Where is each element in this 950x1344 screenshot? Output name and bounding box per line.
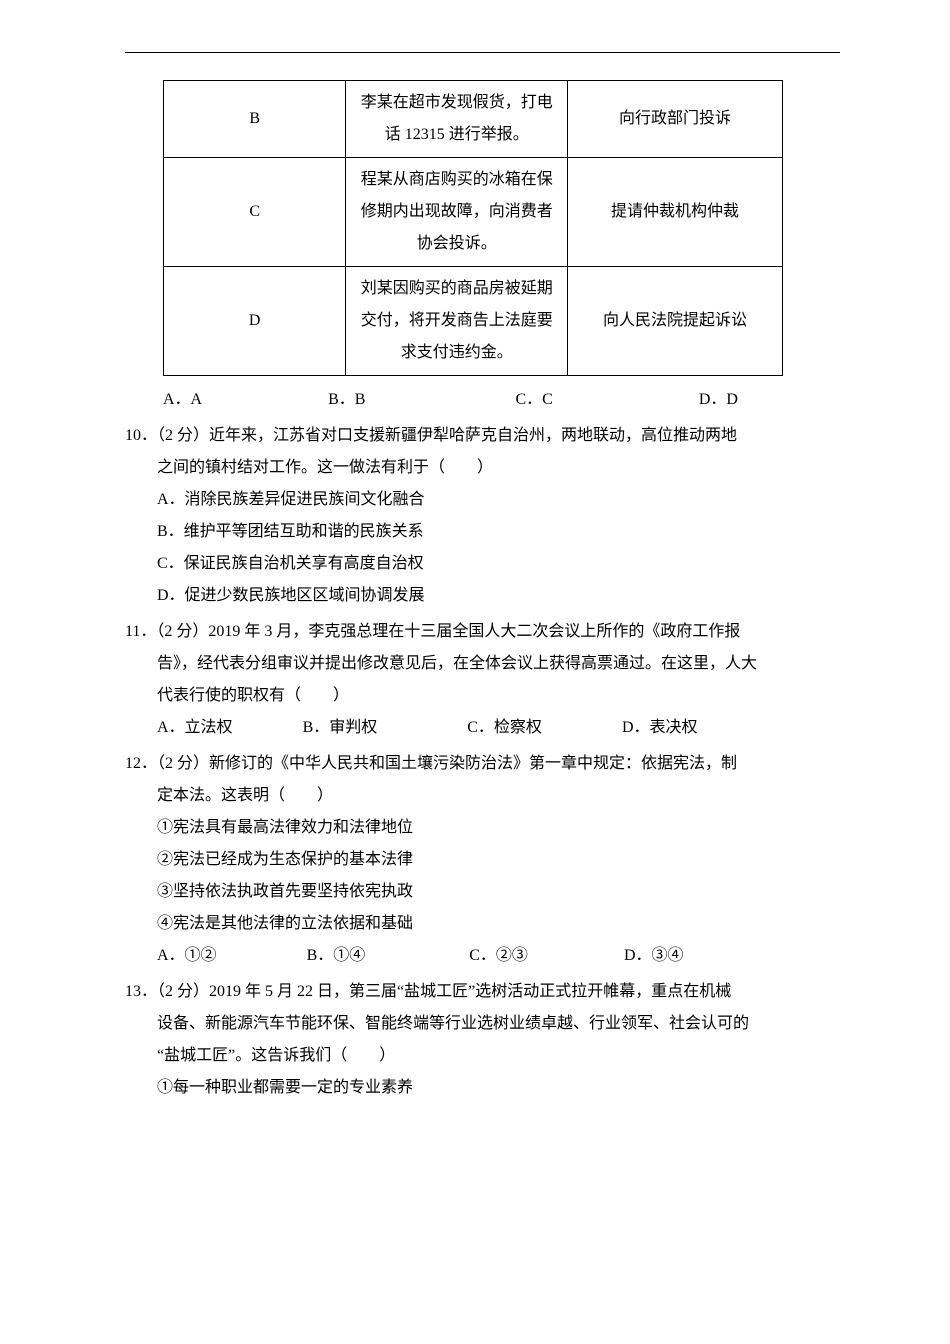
scenario-line: 话 12315 进行举报。 — [350, 119, 563, 151]
question-12: 12．（2 分）新修订的《中华人民共和国土壤污染防治法》第一章中规定：依据宪法，… — [125, 748, 840, 972]
stem-continuation: “盐城工匠”。这告诉我们（ ） — [125, 1040, 840, 1072]
scenario-line: 李某在超市发现假货，打电 — [350, 87, 563, 119]
question-stem: 11．（2 分）2019 年 3 月，李克强总理在十三届全国人大二次会议上所作的… — [125, 616, 840, 648]
question-stem: 10．（2 分）近年来，江苏省对口支援新疆伊犁哈萨克自治州，两地联动，高位推动两… — [125, 420, 840, 452]
option-c: C．检察权 — [467, 712, 542, 744]
question-13: 13．（2 分）2019 年 5 月 22 日，第三届“盐城工匠”选树活动正式拉… — [125, 976, 840, 1104]
cell-method: 向人民法院提起诉讼 — [568, 267, 783, 376]
scenario-line: 修期内出现故障，向消费者 — [350, 196, 563, 228]
question-stem: 12．（2 分）新修订的《中华人民共和国土壤污染防治法》第一章中规定：依据宪法，… — [125, 748, 840, 780]
cell-scenario: 李某在超市发现假货，打电 话 12315 进行举报。 — [346, 81, 568, 158]
option-d: D．③④ — [624, 940, 684, 972]
scenario-line: 刘某因购买的商品房被延期 — [350, 273, 563, 305]
question-number: 12． — [125, 755, 157, 772]
question-number: 11． — [125, 623, 156, 640]
page: B 李某在超市发现假货，打电 话 12315 进行举报。 向行政部门投诉 C 程… — [0, 0, 950, 1344]
option-a: A．消除民族差异促进民族间文化融合 — [125, 484, 840, 516]
option-a: A．A — [163, 384, 202, 416]
stem-continuation: 告》，经代表分组审议并提出修改意见后，在全体会议上获得高票通过。在这里，人大 — [125, 648, 840, 680]
option-b: B．维护平等团结互助和谐的民族关系 — [125, 516, 840, 548]
question-number: 10． — [125, 427, 157, 444]
stem-continuation: 设备、新能源汽车节能环保、智能终端等行业选树业绩卓越、行业领军、社会认可的 — [125, 1008, 840, 1040]
option-d: D．促进少数民族地区区域间协调发展 — [125, 580, 840, 612]
question-11: 11．（2 分）2019 年 3 月，李克强总理在十三届全国人大二次会议上所作的… — [125, 616, 840, 744]
option-d: D．表决权 — [622, 712, 698, 744]
cell-scenario: 程某从商店购买的冰箱在保 修期内出现故障，向消费者 协会投诉。 — [346, 158, 568, 267]
option-b: B．审判权 — [303, 712, 378, 744]
question-stem: 13．（2 分）2019 年 5 月 22 日，第三届“盐城工匠”选树活动正式拉… — [125, 976, 840, 1008]
cell-method: 提请仲裁机构仲裁 — [568, 158, 783, 267]
statement-2: ②宪法已经成为生态保护的基本法律 — [125, 844, 840, 876]
stem-text: （2 分）2019 年 5 月 22 日，第三届“盐城工匠”选树活动正式拉开帷幕… — [157, 983, 731, 1000]
option-c: C．C — [515, 384, 552, 416]
cell-label: B — [164, 81, 346, 158]
statement-1: ①宪法具有最高法律效力和法律地位 — [125, 812, 840, 844]
statement-4: ④宪法是其他法律的立法依据和基础 — [125, 908, 840, 940]
statement-1: ①每一种职业都需要一定的专业素养 — [125, 1072, 840, 1104]
table-row: D 刘某因购买的商品房被延期 交付，将开发商告上法庭要 求支付违约金。 向人民法… — [164, 267, 783, 376]
table-row: C 程某从商店购买的冰箱在保 修期内出现故障，向消费者 协会投诉。 提请仲裁机构… — [164, 158, 783, 267]
option-b: B．B — [328, 384, 365, 416]
stem-text: （2 分）2019 年 3 月，李克强总理在十三届全国人大二次会议上所作的《政府… — [156, 623, 740, 640]
scenario-line: 程某从商店购买的冰箱在保 — [350, 164, 563, 196]
option-d: D．D — [699, 384, 738, 416]
question-10: 10．（2 分）近年来，江苏省对口支援新疆伊犁哈萨克自治州，两地联动，高位推动两… — [125, 420, 840, 612]
stem-text: （2 分）近年来，江苏省对口支援新疆伊犁哈萨克自治州，两地联动，高位推动两地 — [157, 427, 737, 444]
scenario-line: 交付，将开发商告上法庭要 — [350, 305, 563, 337]
table-question-options: A．A B．B C．C D．D — [125, 384, 840, 416]
option-a: A．①② — [157, 940, 217, 972]
statement-3: ③坚持依法执政首先要坚持依宪执政 — [125, 876, 840, 908]
scenario-table: B 李某在超市发现假货，打电 话 12315 进行举报。 向行政部门投诉 C 程… — [163, 80, 783, 376]
stem-continuation: 定本法。这表明（ ） — [125, 780, 840, 812]
cell-scenario: 刘某因购买的商品房被延期 交付，将开发商告上法庭要 求支付违约金。 — [346, 267, 568, 376]
inline-options: A．①② B．①④ C．②③ D．③④ — [125, 940, 840, 972]
stem-continuation: 之间的镇村结对工作。这一做法有利于（ ） — [125, 452, 840, 484]
top-rule — [125, 52, 840, 53]
scenario-line: 求支付违约金。 — [350, 337, 563, 369]
scenario-line: 协会投诉。 — [350, 228, 563, 260]
stem-continuation: 代表行使的职权有（ ） — [125, 680, 840, 712]
option-b: B．①④ — [307, 940, 366, 972]
table-row: B 李某在超市发现假货，打电 话 12315 进行举报。 向行政部门投诉 — [164, 81, 783, 158]
stem-text: （2 分）新修订的《中华人民共和国土壤污染防治法》第一章中规定：依据宪法，制 — [157, 755, 737, 772]
cell-label: C — [164, 158, 346, 267]
question-number: 13． — [125, 983, 157, 1000]
inline-options: A．立法权 B．审判权 C．检察权 D．表决权 — [125, 712, 840, 744]
option-c: C．②③ — [469, 940, 528, 972]
option-c: C．保证民族自治机关享有高度自治权 — [125, 548, 840, 580]
cell-method: 向行政部门投诉 — [568, 81, 783, 158]
option-a: A．立法权 — [157, 712, 233, 744]
cell-label: D — [164, 267, 346, 376]
